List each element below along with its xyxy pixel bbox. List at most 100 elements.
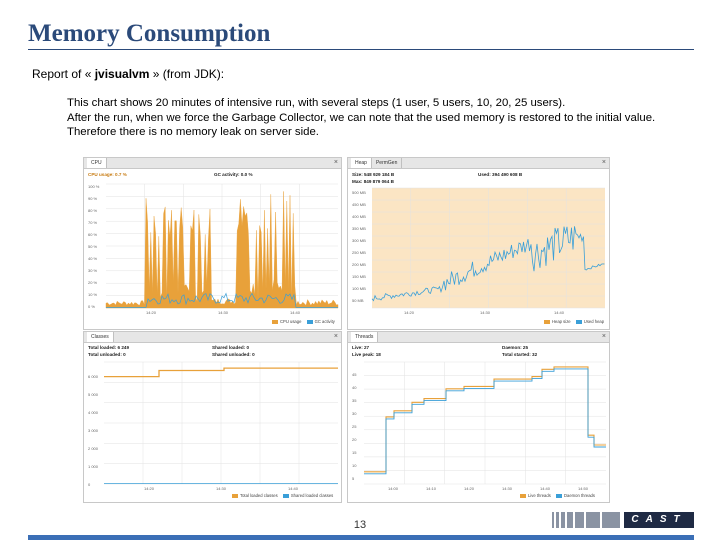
y-tick: 40 % bbox=[88, 256, 98, 261]
y-tick: 100 MB bbox=[352, 286, 366, 291]
y-tick: 4 000 bbox=[88, 410, 99, 415]
x-tick: 14:10 bbox=[426, 486, 437, 491]
close-icon[interactable]: × bbox=[333, 159, 338, 166]
used-heap-line bbox=[371, 226, 605, 302]
legend-label: Heap size bbox=[552, 319, 571, 324]
total-started-stat: Total started: 32 bbox=[502, 352, 538, 357]
logo-bars bbox=[552, 512, 622, 528]
y-tick: 1 000 bbox=[88, 464, 99, 469]
x-tick: 14:20 bbox=[144, 486, 155, 491]
threads-chart bbox=[364, 361, 606, 485]
y-tick: 6 000 bbox=[88, 374, 99, 379]
heap-chart bbox=[371, 187, 605, 309]
x-tick: 14:40 bbox=[554, 310, 565, 315]
y-tick: 350 MB bbox=[352, 226, 366, 231]
legend-label: Used heap bbox=[583, 319, 605, 324]
legend-swatch bbox=[232, 493, 238, 498]
logo-box: CAST bbox=[624, 512, 694, 528]
page-number: 13 bbox=[353, 519, 367, 531]
y-tick: 40 bbox=[352, 385, 357, 390]
cpu-usage-stat: CPU usage: 0.7 % bbox=[88, 172, 127, 177]
x-tick: 14:40 bbox=[288, 486, 299, 491]
y-tick: 15 bbox=[352, 450, 357, 455]
y-tick: 2 000 bbox=[88, 446, 99, 451]
y-tick: 450 MB bbox=[352, 202, 366, 207]
description: This chart shows 20 minutes of intensive… bbox=[67, 96, 707, 140]
classes-chart bbox=[104, 361, 338, 485]
x-tick: 14:40 bbox=[540, 486, 551, 491]
legend-swatch bbox=[282, 493, 289, 498]
subtitle-pre: Report of « bbox=[32, 67, 95, 81]
subtitle-tool: jvisualvm bbox=[94, 67, 150, 81]
legend-swatch bbox=[520, 493, 526, 498]
y-tick: 100 % bbox=[88, 184, 100, 189]
x-tick: 14:50 bbox=[578, 486, 589, 491]
y-tick: 70 % bbox=[88, 220, 98, 225]
daemon-threads-line bbox=[364, 368, 606, 475]
total-loaded-stat: Total loaded: 6 249 bbox=[88, 345, 130, 350]
live-peak-stat: Live peak: 18 bbox=[352, 352, 381, 357]
tab-cpu[interactable]: CPU bbox=[87, 158, 107, 168]
y-tick: 400 MB bbox=[352, 214, 366, 219]
y-tick: 5 bbox=[352, 476, 355, 481]
y-tick: 30 bbox=[352, 411, 357, 416]
x-tick: 14:00 bbox=[388, 486, 399, 491]
y-tick: 60 % bbox=[88, 232, 98, 237]
legend-swatch bbox=[272, 319, 278, 324]
cpu-chart bbox=[105, 183, 339, 309]
threads-panel-header: Threads × bbox=[348, 332, 609, 343]
y-tick: 80 % bbox=[88, 208, 98, 213]
live-threads-line bbox=[364, 366, 606, 473]
x-tick: 14:30 bbox=[480, 310, 491, 315]
classes-legend: Total loaded classes Shared loaded class… bbox=[232, 493, 333, 498]
title-underline bbox=[28, 49, 694, 50]
y-tick: 50 MB bbox=[352, 298, 364, 303]
total-loaded-line bbox=[104, 367, 338, 378]
x-tick: 14:20 bbox=[464, 486, 475, 491]
cpu-usage-area bbox=[105, 191, 339, 309]
close-icon[interactable]: × bbox=[333, 333, 338, 340]
report-subtitle: Report of « jvisualvm » (from JDK): bbox=[32, 67, 224, 81]
legend-label: Shared loaded classes bbox=[290, 493, 334, 498]
y-tick: 0 bbox=[88, 482, 91, 487]
x-tick: 14:40 bbox=[290, 310, 301, 315]
close-icon[interactable]: × bbox=[601, 333, 606, 340]
y-tick: 20 bbox=[352, 437, 357, 442]
y-tick: 10 % bbox=[88, 292, 98, 297]
y-tick: 200 MB bbox=[352, 262, 366, 267]
threads-panel: Threads × Live: 27 Live peak: 18 Daemon:… bbox=[347, 331, 610, 503]
y-tick: 20 % bbox=[88, 280, 98, 285]
threads-legend: Live threads Daemon threads bbox=[520, 493, 595, 498]
tab-classes[interactable]: Classes bbox=[87, 332, 114, 342]
cast-logo: CAST bbox=[552, 512, 694, 528]
live-stat: Live: 27 bbox=[352, 345, 370, 350]
legend-label: Daemon threads bbox=[563, 493, 595, 498]
legend-label: GC activity bbox=[314, 319, 335, 324]
classes-panel: Classes × Total loaded: 6 249 Total unlo… bbox=[83, 331, 342, 503]
legend-label: CPU usage bbox=[280, 319, 302, 324]
footer-bar bbox=[28, 535, 694, 540]
slide-title: Memory Consumption bbox=[28, 20, 271, 47]
desc-line: Therefore there is no memory leak on ser… bbox=[67, 126, 319, 138]
tab-permgen[interactable]: PermGen bbox=[372, 158, 403, 168]
tab-heap[interactable]: Heap bbox=[351, 158, 372, 168]
heap-size-stat: Size: 548 929 184 B bbox=[352, 172, 395, 177]
y-tick: 90 % bbox=[88, 196, 98, 201]
daemon-stat: Daemon: 25 bbox=[502, 345, 529, 350]
x-tick: 14:30 bbox=[502, 486, 513, 491]
cpu-panel-header: CPU × bbox=[84, 158, 341, 169]
close-icon[interactable]: × bbox=[601, 159, 606, 166]
y-tick: 300 MB bbox=[352, 238, 366, 243]
legend-swatch bbox=[306, 319, 313, 324]
desc-line: After the run, when we force the Garbage… bbox=[67, 111, 656, 124]
shared-unloaded-stat: Shared unloaded: 0 bbox=[212, 352, 255, 357]
y-tick: 250 MB bbox=[352, 250, 366, 255]
tab-threads[interactable]: Threads bbox=[351, 332, 379, 342]
x-tick: 14:30 bbox=[218, 310, 229, 315]
y-tick: 500 MB bbox=[352, 190, 366, 195]
x-tick: 14:30 bbox=[216, 486, 227, 491]
heap-used-stat: Used: 394 490 608 B bbox=[478, 172, 523, 177]
heap-panel: Heap PermGen × Size: 548 929 184 B Max: 8… bbox=[347, 157, 610, 330]
y-tick: 45 bbox=[352, 372, 357, 377]
y-tick: 35 bbox=[352, 398, 357, 403]
